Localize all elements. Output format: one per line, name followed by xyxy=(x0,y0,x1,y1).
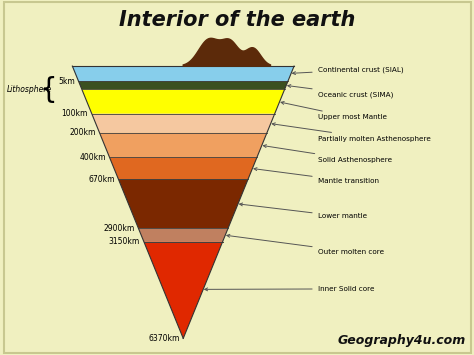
Text: 200km: 200km xyxy=(69,128,96,137)
Polygon shape xyxy=(109,157,257,179)
Polygon shape xyxy=(73,66,183,81)
Text: {: { xyxy=(40,76,58,104)
Text: Oceanic crust (SIMA): Oceanic crust (SIMA) xyxy=(288,84,393,98)
Text: 2900km: 2900km xyxy=(103,224,135,233)
Text: 670km: 670km xyxy=(88,175,115,184)
Polygon shape xyxy=(144,242,223,338)
Text: 3150km: 3150km xyxy=(109,237,140,246)
Text: Outer molten core: Outer molten core xyxy=(227,234,384,255)
Polygon shape xyxy=(79,81,288,89)
Text: Continental crust (SIAL): Continental crust (SIAL) xyxy=(292,66,403,75)
Text: Partially molten Asthenosphere: Partially molten Asthenosphere xyxy=(272,123,430,142)
Text: Lithosphere: Lithosphere xyxy=(7,86,52,94)
Text: 6370km: 6370km xyxy=(148,334,180,343)
Text: 100km: 100km xyxy=(62,109,88,118)
Polygon shape xyxy=(92,114,274,133)
Text: 400km: 400km xyxy=(79,153,106,162)
Polygon shape xyxy=(100,133,267,157)
Text: Mantle transition: Mantle transition xyxy=(254,168,379,184)
Polygon shape xyxy=(138,228,228,242)
Text: Solid Asthenosphere: Solid Asthenosphere xyxy=(264,145,392,163)
Polygon shape xyxy=(73,66,294,81)
Text: Inner Solid core: Inner Solid core xyxy=(205,286,374,292)
Text: Upper most Mantle: Upper most Mantle xyxy=(281,102,387,120)
Polygon shape xyxy=(183,38,271,66)
Text: Lower mantle: Lower mantle xyxy=(239,203,367,219)
Polygon shape xyxy=(118,179,248,228)
Polygon shape xyxy=(82,89,285,114)
Text: Interior of the earth: Interior of the earth xyxy=(119,10,356,29)
Text: 5km: 5km xyxy=(58,77,75,86)
Text: Geography4u.com: Geography4u.com xyxy=(338,334,466,347)
